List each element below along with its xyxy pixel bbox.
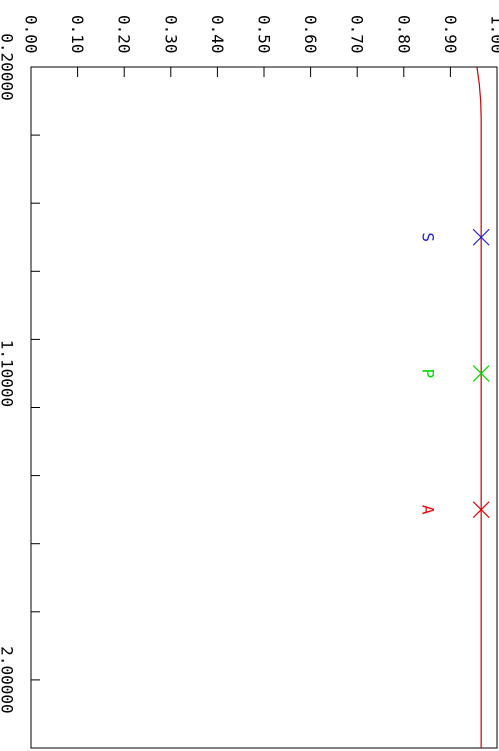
marker-cross [472, 228, 490, 246]
series-layer [476, 66, 482, 748]
y-axis: 0.00 0.10 0.20 0.30 0.40 0.50 0.60 0.70 0.80 0.90… [22, 15, 499, 77]
y-tick-label: 0.30 [161, 15, 180, 54]
marker-a: A [418, 501, 490, 519]
y-tick-label: 0.40 [208, 15, 227, 54]
y-tick-label: 0.50 [255, 15, 274, 54]
series-line [476, 66, 482, 748]
marker-layer: S P A [418, 228, 490, 519]
y-tick-label: 0.20 [115, 15, 134, 54]
marker-label: S [419, 232, 438, 242]
plot-frame [30, 66, 498, 749]
y-tick-label: 0.00 [22, 15, 41, 54]
marker-s: S [419, 228, 490, 246]
y-tick-label: 0.80 [394, 15, 413, 54]
x-tick-label: 0.20000 [0, 33, 17, 100]
marker-cross [472, 365, 490, 382]
x-tick-label: 2.00000 [0, 646, 17, 713]
marker-label: A [418, 505, 437, 515]
y-tick-label: 0.90 [441, 15, 460, 54]
y-tick-label: 0.10 [68, 15, 87, 54]
marker-p: P [419, 365, 490, 382]
y-tick-label: 0.60 [301, 15, 320, 54]
x-tick-label: 1.10000 [0, 340, 17, 407]
x-axis: 0.20000 1.10000 2.00000 [0, 33, 40, 749]
marker-label: P [419, 369, 438, 379]
y-tick-label: 0.70 [348, 15, 367, 54]
marker-cross [472, 501, 490, 519]
y-tick-label: 1.00 [488, 15, 499, 54]
